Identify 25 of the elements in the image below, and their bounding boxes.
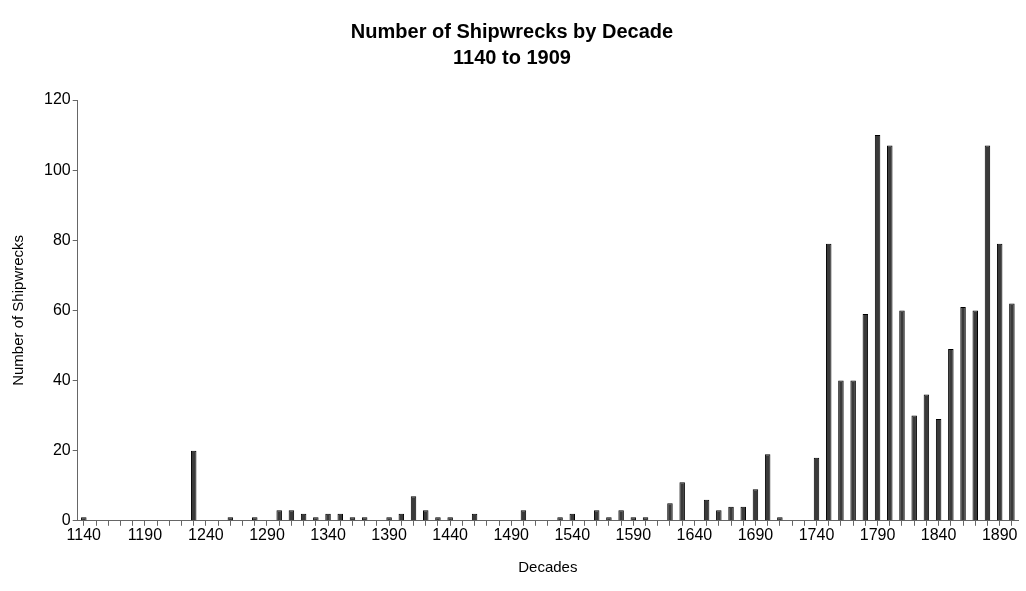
y-tick-label: 60 <box>52 300 71 318</box>
x-tick-label: 1790 <box>859 525 896 543</box>
chart-subtitle: 1140 to 1909 <box>453 45 571 68</box>
x-tick-label: 1640 <box>676 525 713 543</box>
x-tick-label: 1440 <box>432 525 469 543</box>
x-tick-label: 1340 <box>310 525 346 543</box>
x-tick-label: 1390 <box>371 525 407 543</box>
x-tick-label: 1690 <box>737 525 774 543</box>
chart-title: Number of Shipwrecks by Decade <box>350 19 674 42</box>
x-tick-label: 1190 <box>127 525 163 543</box>
x-tick-label: 1840 <box>920 525 957 543</box>
y-tick-label: 40 <box>52 370 71 388</box>
x-tick-label: 1490 <box>493 525 530 543</box>
x-tick-label: 1590 <box>615 525 652 543</box>
y-tick-label: 100 <box>43 160 71 178</box>
y-tick-label: 120 <box>43 90 71 108</box>
x-tick-label: 1740 <box>798 525 835 543</box>
y-tick-label: 20 <box>52 441 71 459</box>
x-tick-label: 1890 <box>981 525 1018 543</box>
x-tick-label: 1240 <box>188 525 224 543</box>
x-axis-title: Decades <box>518 558 578 576</box>
x-tick-label: 1540 <box>554 525 591 543</box>
x-tick-label: 1290 <box>249 525 285 543</box>
y-tick-label: 80 <box>52 230 71 248</box>
y-axis-title: Number of Shipwrecks <box>9 234 27 386</box>
